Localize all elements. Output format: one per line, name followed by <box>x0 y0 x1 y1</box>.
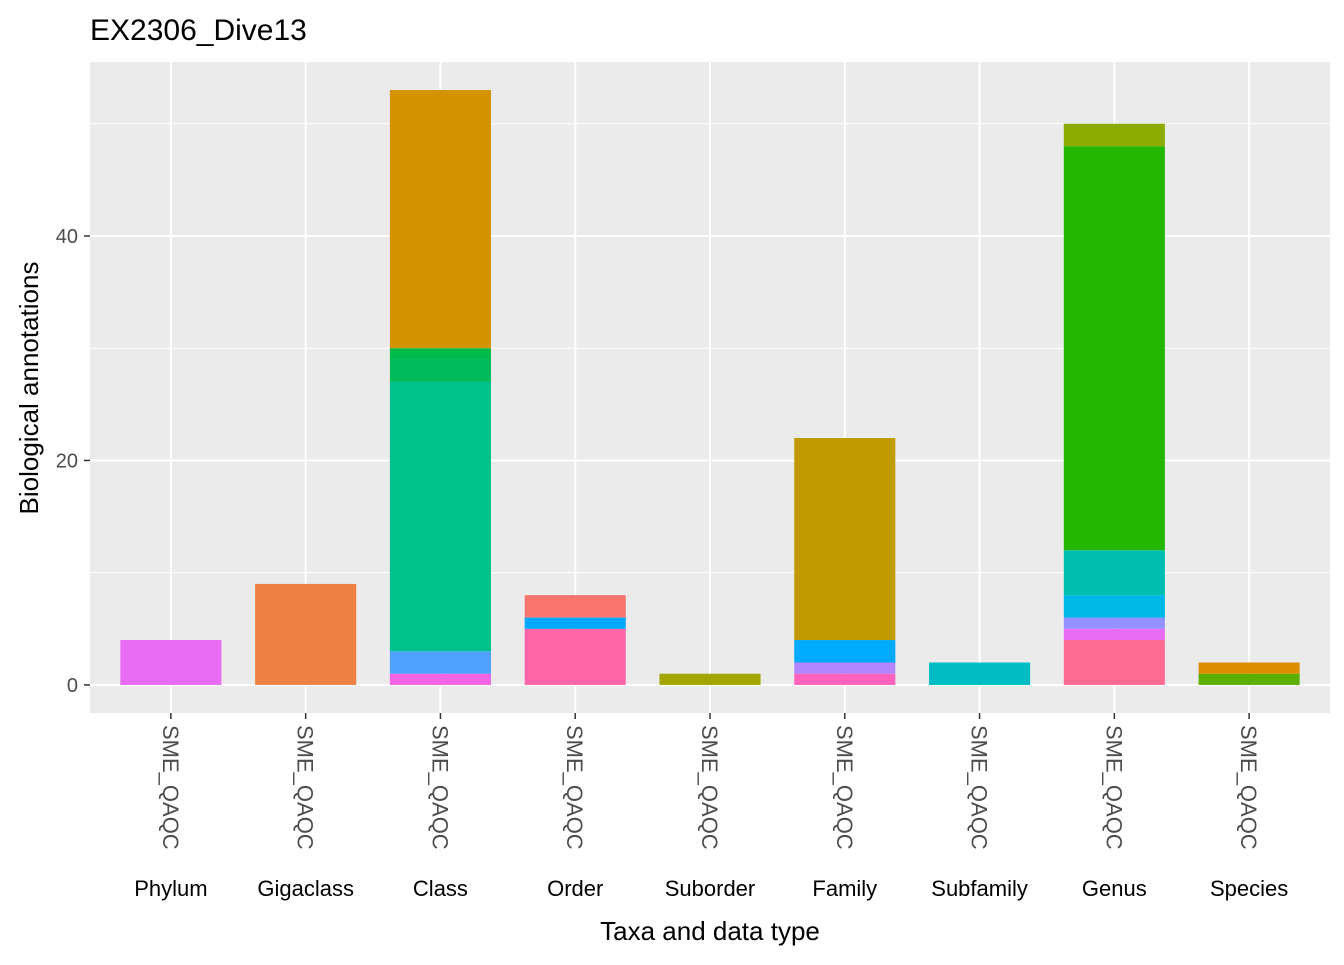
bar-stack-subfamily <box>929 662 1031 685</box>
bar-segment <box>1198 662 1300 674</box>
bar-stack-family <box>794 438 896 685</box>
bar-stack-suborder <box>659 673 761 685</box>
bar-segment <box>1063 595 1165 618</box>
bar-stack-gigaclass <box>255 583 357 685</box>
x-category-label: Gigaclass <box>257 876 354 901</box>
bar-segment <box>929 662 1031 685</box>
bar-segment <box>120 640 222 685</box>
y-tick-label: 0 <box>67 675 78 697</box>
x-category-label: Suborder <box>665 876 756 901</box>
bar-stack-species <box>1198 662 1300 685</box>
x-sublabel: SME_QAQC <box>967 725 992 850</box>
bar-segment <box>524 595 626 618</box>
chart-title: EX2306_Dive13 <box>90 14 307 47</box>
bar-segment <box>1063 123 1165 147</box>
bar-segment <box>524 628 626 685</box>
x-category-label: Subfamily <box>931 876 1028 901</box>
bar-segment <box>1063 617 1165 629</box>
bar-segment <box>1063 550 1165 596</box>
x-axis-title: Taxa and data type <box>600 916 820 946</box>
bar-segment <box>389 359 491 382</box>
x-sublabel: SME_QAQC <box>1101 725 1126 850</box>
x-sublabel: SME_QAQC <box>562 725 587 850</box>
bar-segment <box>389 673 491 685</box>
bar-segment <box>1063 146 1165 551</box>
bar-segment <box>794 640 896 663</box>
bar-segment <box>1063 628 1165 641</box>
bar-segment <box>794 662 896 674</box>
x-sublabel: SME_QAQC <box>158 725 183 850</box>
bar-segment <box>389 381 491 652</box>
bar-segment <box>794 673 896 685</box>
y-axis-title: Biological annotations <box>14 262 44 515</box>
y-tick-label: 40 <box>56 226 78 248</box>
bars <box>120 90 1300 685</box>
x-sublabel: SME_QAQC <box>293 725 318 850</box>
bar-segment <box>1198 673 1300 685</box>
y-axis: 0 20 40 <box>56 226 90 697</box>
x-category-label: Phylum <box>134 876 207 901</box>
bar-segment <box>659 673 761 685</box>
x-category-label: Species <box>1210 876 1288 901</box>
x-category-label: Order <box>547 876 603 901</box>
bar-stack-genus <box>1063 123 1165 685</box>
bar-stack-class <box>389 90 491 685</box>
x-axis: SME_QAQC Phylum SME_QAQC Gigaclass SME_QAQC C… <box>134 713 1288 901</box>
bar-segment <box>524 617 626 629</box>
x-sublabel: SME_QAQC <box>697 725 722 850</box>
y-tick-label: 20 <box>56 450 78 472</box>
bar-segment <box>389 90 491 349</box>
bar-segment <box>389 651 491 674</box>
x-category-label: Family <box>812 876 877 901</box>
x-category-label: Class <box>413 876 468 901</box>
bar-stack-order <box>524 595 626 685</box>
x-sublabel: SME_QAQC <box>427 725 452 850</box>
x-sublabel: SME_QAQC <box>832 725 857 850</box>
bar-segment <box>1063 640 1165 685</box>
bar-segment <box>255 583 357 685</box>
bar-segment <box>389 348 491 360</box>
x-category-label: Genus <box>1082 876 1147 901</box>
x-sublabel: SME_QAQC <box>1236 725 1261 850</box>
bar-stack-phylum <box>120 640 222 685</box>
bar-segment <box>794 438 896 641</box>
